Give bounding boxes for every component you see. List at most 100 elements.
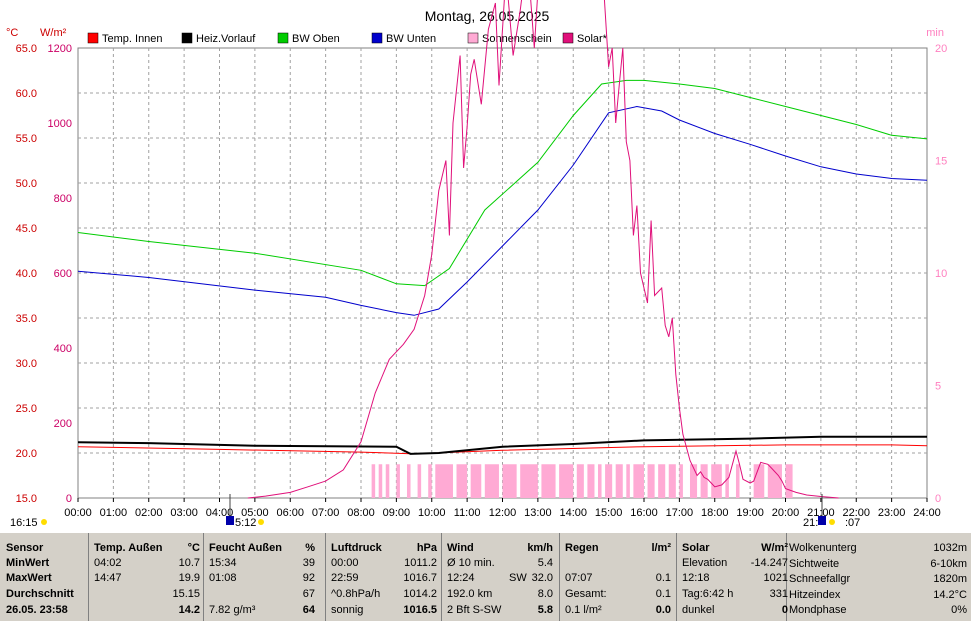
weather-chart: Montag, 26.05.2025 °C W/m² min Temp. Inn… xyxy=(6,0,947,529)
sunshine-bar xyxy=(753,464,765,498)
cell-text: Ø 10 min. xyxy=(447,557,495,569)
sunset-hour: 21: xyxy=(803,517,818,529)
misc-value: 1032m xyxy=(933,542,967,554)
column-header: Solar xyxy=(682,542,710,554)
legend-label: Heiz.Vorlauf xyxy=(196,33,256,45)
column-unit: l/m² xyxy=(651,542,671,554)
sunshine-bar xyxy=(456,464,468,498)
row-label: MaxWert xyxy=(6,572,52,584)
x-tick-label: 12:00 xyxy=(489,507,517,519)
table-divider xyxy=(441,533,442,621)
cell-text: 15:34 xyxy=(209,557,237,569)
x-tick-label: 09:00 xyxy=(383,507,411,519)
column-unit: km/h xyxy=(527,542,553,554)
temp-tick-label: 20.0 xyxy=(16,448,37,460)
sunshine-bar xyxy=(633,464,644,498)
cell-value: 39 xyxy=(302,557,315,569)
misc-label: Wolkenunterg xyxy=(789,542,857,554)
sunshine-bar xyxy=(587,464,595,498)
table-divider xyxy=(676,533,677,621)
sunshine-bar xyxy=(658,464,666,498)
series-line-bw-unten xyxy=(77,105,928,316)
sunrise-time: 5:12 xyxy=(235,517,256,529)
x-tick-label: 05:00 xyxy=(241,507,269,519)
cell-text: 22:59 xyxy=(331,572,359,584)
x-tick-label: 20:00 xyxy=(772,507,800,519)
sun-axis-unit: min xyxy=(926,27,944,39)
legend-label: Solar* xyxy=(577,33,608,45)
cell-text: 01:08 xyxy=(209,572,237,584)
column-header: Luftdruck xyxy=(331,542,382,554)
sunshine-bar xyxy=(725,464,729,498)
row-label: Durchschnitt xyxy=(6,588,74,600)
sunshine-bar xyxy=(559,464,574,498)
x-tick-label: 02:00 xyxy=(135,507,163,519)
legend-label: BW Oben xyxy=(292,33,340,45)
table-divider xyxy=(786,533,787,621)
cell-value: 64 xyxy=(302,604,315,616)
legend-swatch xyxy=(87,32,99,44)
sunshine-bar xyxy=(668,464,676,498)
x-tick-label: 24:00 xyxy=(913,507,941,519)
series-line-heiz-vorlauf xyxy=(77,435,927,455)
cell-text: 07:07 xyxy=(565,572,593,584)
series-line-solar- xyxy=(247,0,839,499)
column-header: Wind xyxy=(447,542,474,554)
cell-text: 00:00 xyxy=(331,557,359,569)
x-tick-label: 17:00 xyxy=(666,507,694,519)
column-unit: % xyxy=(305,542,315,554)
sunshine-bar xyxy=(378,464,383,498)
misc-value: 6-10km xyxy=(930,557,967,570)
solar-tick-label: 200 xyxy=(54,418,72,430)
sun-icon xyxy=(829,519,835,525)
sunshine-bar xyxy=(417,464,422,498)
chart-title: Montag, 26.05.2025 xyxy=(425,8,550,24)
cell-text: 14:47 xyxy=(94,572,122,584)
sunshine-bar xyxy=(576,464,584,498)
sunshine-bar xyxy=(615,464,623,498)
legend-swatch xyxy=(277,32,289,44)
sun-tick-label: 20 xyxy=(935,43,947,55)
column-unit: W/m² xyxy=(761,542,788,554)
row-label: MinWert xyxy=(6,557,50,569)
cell-text: 192.0 km xyxy=(447,588,493,600)
sunshine-bar xyxy=(647,464,655,498)
solar-tick-label: 800 xyxy=(54,193,72,205)
solar-axis-unit: W/m² xyxy=(40,27,67,39)
column-unit: hPa xyxy=(416,542,437,554)
legend-swatch xyxy=(562,32,574,44)
temp-tick-label: 40.0 xyxy=(16,268,37,280)
x-tick-label: 16:00 xyxy=(630,507,658,519)
row-label: Sensor xyxy=(6,542,44,554)
temp-tick-label: 15.0 xyxy=(16,493,37,505)
cell-value: 1016.7 xyxy=(403,572,437,584)
cell-text: ^0.8hPa/h xyxy=(331,588,381,600)
sunshine-bar xyxy=(502,464,517,498)
sunshine-bar xyxy=(520,464,538,498)
x-tick-label: 03:00 xyxy=(170,507,198,519)
x-tick-label: 01:00 xyxy=(100,507,128,519)
solar-tick-label: 1000 xyxy=(48,118,72,130)
sunshine-bar xyxy=(598,464,602,498)
table-divider xyxy=(203,533,204,621)
cell-value: 5.8 xyxy=(537,604,553,616)
cell-text: sonnig xyxy=(331,604,364,616)
column-header: Temp. Außen xyxy=(94,542,163,554)
temp-tick-label: 30.0 xyxy=(16,358,37,370)
x-tick-label: 19:00 xyxy=(736,507,764,519)
sunset-min: :07 xyxy=(845,517,860,529)
x-tick-label: 18:00 xyxy=(701,507,729,519)
solar-tick-label: 400 xyxy=(54,343,72,355)
cell-value: 14.2 xyxy=(178,604,200,616)
sunshine-bar xyxy=(679,464,683,498)
column-header: Feucht Außen xyxy=(209,542,282,554)
sun-tick-label: 10 xyxy=(935,268,947,280)
misc-value: 0% xyxy=(951,604,967,616)
stats-table xyxy=(0,533,971,621)
cell-value: 32.0 xyxy=(531,572,553,584)
misc-value: 1820m xyxy=(933,573,967,585)
sunshine-bar xyxy=(428,464,432,498)
x-tick-label: 21:00 xyxy=(807,507,835,519)
sunshine-bar xyxy=(605,464,613,498)
cell-text: Elevation xyxy=(682,557,728,569)
